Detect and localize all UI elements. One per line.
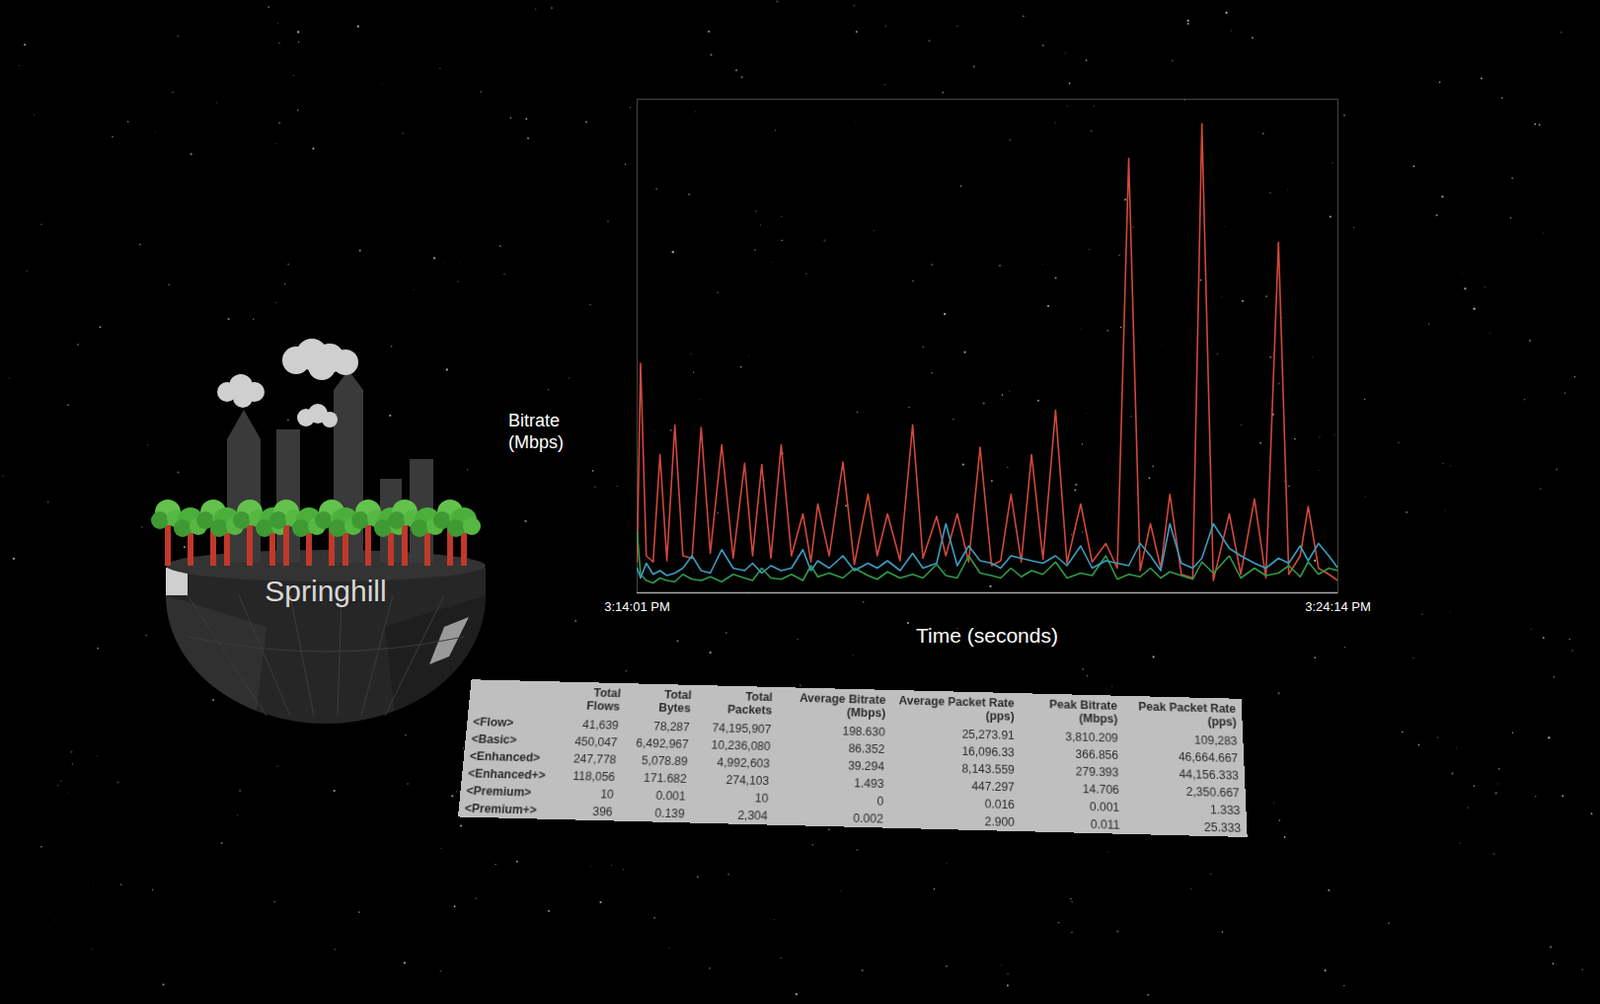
html-text:396: 396 xyxy=(592,804,613,819)
svg-text:Springhill: Springhill xyxy=(264,574,386,608)
html-text:447.297: 447.297 xyxy=(971,779,1015,794)
html-text:2,350.667: 2,350.667 xyxy=(1186,784,1240,800)
html-text:Time (seconds): Time (seconds) xyxy=(915,623,1059,647)
html-text:16,096.33: 16,096.33 xyxy=(961,744,1015,760)
html-text:0.016: 0.016 xyxy=(984,797,1015,812)
html-text:46,664.667: 46,664.667 xyxy=(1178,749,1239,765)
html-text:25,273.91: 25,273.91 xyxy=(961,727,1015,743)
html-text:Bitrate (Mbps): Bitrate (Mbps) xyxy=(508,410,564,453)
html-text:Total Flows: Total Flows xyxy=(586,686,622,714)
html-text:0.139: 0.139 xyxy=(654,806,686,821)
html-text:0.011: 0.011 xyxy=(1090,817,1120,832)
html-text:Average Packet Rate (pps): Average Packet Rate (pps) xyxy=(898,693,1015,724)
html-text:10,236,080: 10,236,080 xyxy=(711,738,771,754)
html-text:Total Packets: Total Packets xyxy=(727,689,773,717)
html-text:279.393: 279.393 xyxy=(1075,764,1119,780)
html-text:<Premium>: <Premium> xyxy=(465,783,532,800)
html-text:25.333: 25.333 xyxy=(1203,820,1242,835)
html-text:109,283: 109,283 xyxy=(1194,733,1238,748)
svg-text:3:14:01 PM: 3:14:01 PM xyxy=(604,599,671,614)
html-text:<Flow>: <Flow> xyxy=(472,715,515,730)
html-text:10: 10 xyxy=(754,791,769,806)
html-text:Average Bitrate (Mbps): Average Bitrate (Mbps) xyxy=(799,691,886,720)
html-text:274,103: 274,103 xyxy=(725,773,770,788)
html-text:<Enhanced+>: <Enhanced+> xyxy=(467,766,547,782)
html-text:118,056: 118,056 xyxy=(572,769,616,784)
html-text:14.706: 14.706 xyxy=(1082,782,1120,797)
html-text:198.630: 198.630 xyxy=(842,724,886,739)
html-text:450,047: 450,047 xyxy=(574,734,618,750)
html-text:44,156.333: 44,156.333 xyxy=(1178,767,1239,783)
html-text:<Enhanced>: <Enhanced> xyxy=(469,749,541,765)
html-text:78,287: 78,287 xyxy=(653,719,690,734)
html-text:366.856: 366.856 xyxy=(1075,747,1119,762)
html-text:10: 10 xyxy=(600,787,615,802)
html-text:2.900: 2.900 xyxy=(984,814,1015,830)
html-text:86.352: 86.352 xyxy=(848,741,885,756)
html-text:Total Bytes: Total Bytes xyxy=(658,687,692,715)
svg-text:3:24:14 PM: 3:24:14 PM xyxy=(1304,599,1372,614)
html-text:8,143.559: 8,143.559 xyxy=(961,761,1015,777)
html-text:0.001: 0.001 xyxy=(655,788,686,804)
html-text:247,778: 247,778 xyxy=(572,751,617,767)
html-text:Peak Packet Rate (pps): Peak Packet Rate (pps) xyxy=(1138,699,1237,729)
html-text:<Basic>: <Basic> xyxy=(470,732,518,747)
html-text:6,492,967: 6,492,967 xyxy=(635,736,689,751)
html-text:4,992,603: 4,992,603 xyxy=(716,755,771,771)
html-text:0.001: 0.001 xyxy=(1089,799,1120,815)
html-text:1.333: 1.333 xyxy=(1209,802,1241,818)
html-text:<Premium+>: <Premium+> xyxy=(464,801,538,817)
html-text:0: 0 xyxy=(876,794,884,809)
html-text:Peak Bitrate (Mbps): Peak Bitrate (Mbps) xyxy=(1049,697,1118,726)
html-text:171.682: 171.682 xyxy=(643,770,687,786)
html-text:0.002: 0.002 xyxy=(853,811,884,826)
html-text:3,810.209: 3,810.209 xyxy=(1065,730,1119,745)
html-text:2,304: 2,304 xyxy=(737,808,768,823)
html-text:1.493: 1.493 xyxy=(853,776,885,791)
html-text:41,639: 41,639 xyxy=(582,717,619,732)
html-text:74,195,907: 74,195,907 xyxy=(711,721,772,736)
html-text:5,078.89: 5,078.89 xyxy=(641,753,688,769)
html-text:39.294: 39.294 xyxy=(847,758,885,774)
